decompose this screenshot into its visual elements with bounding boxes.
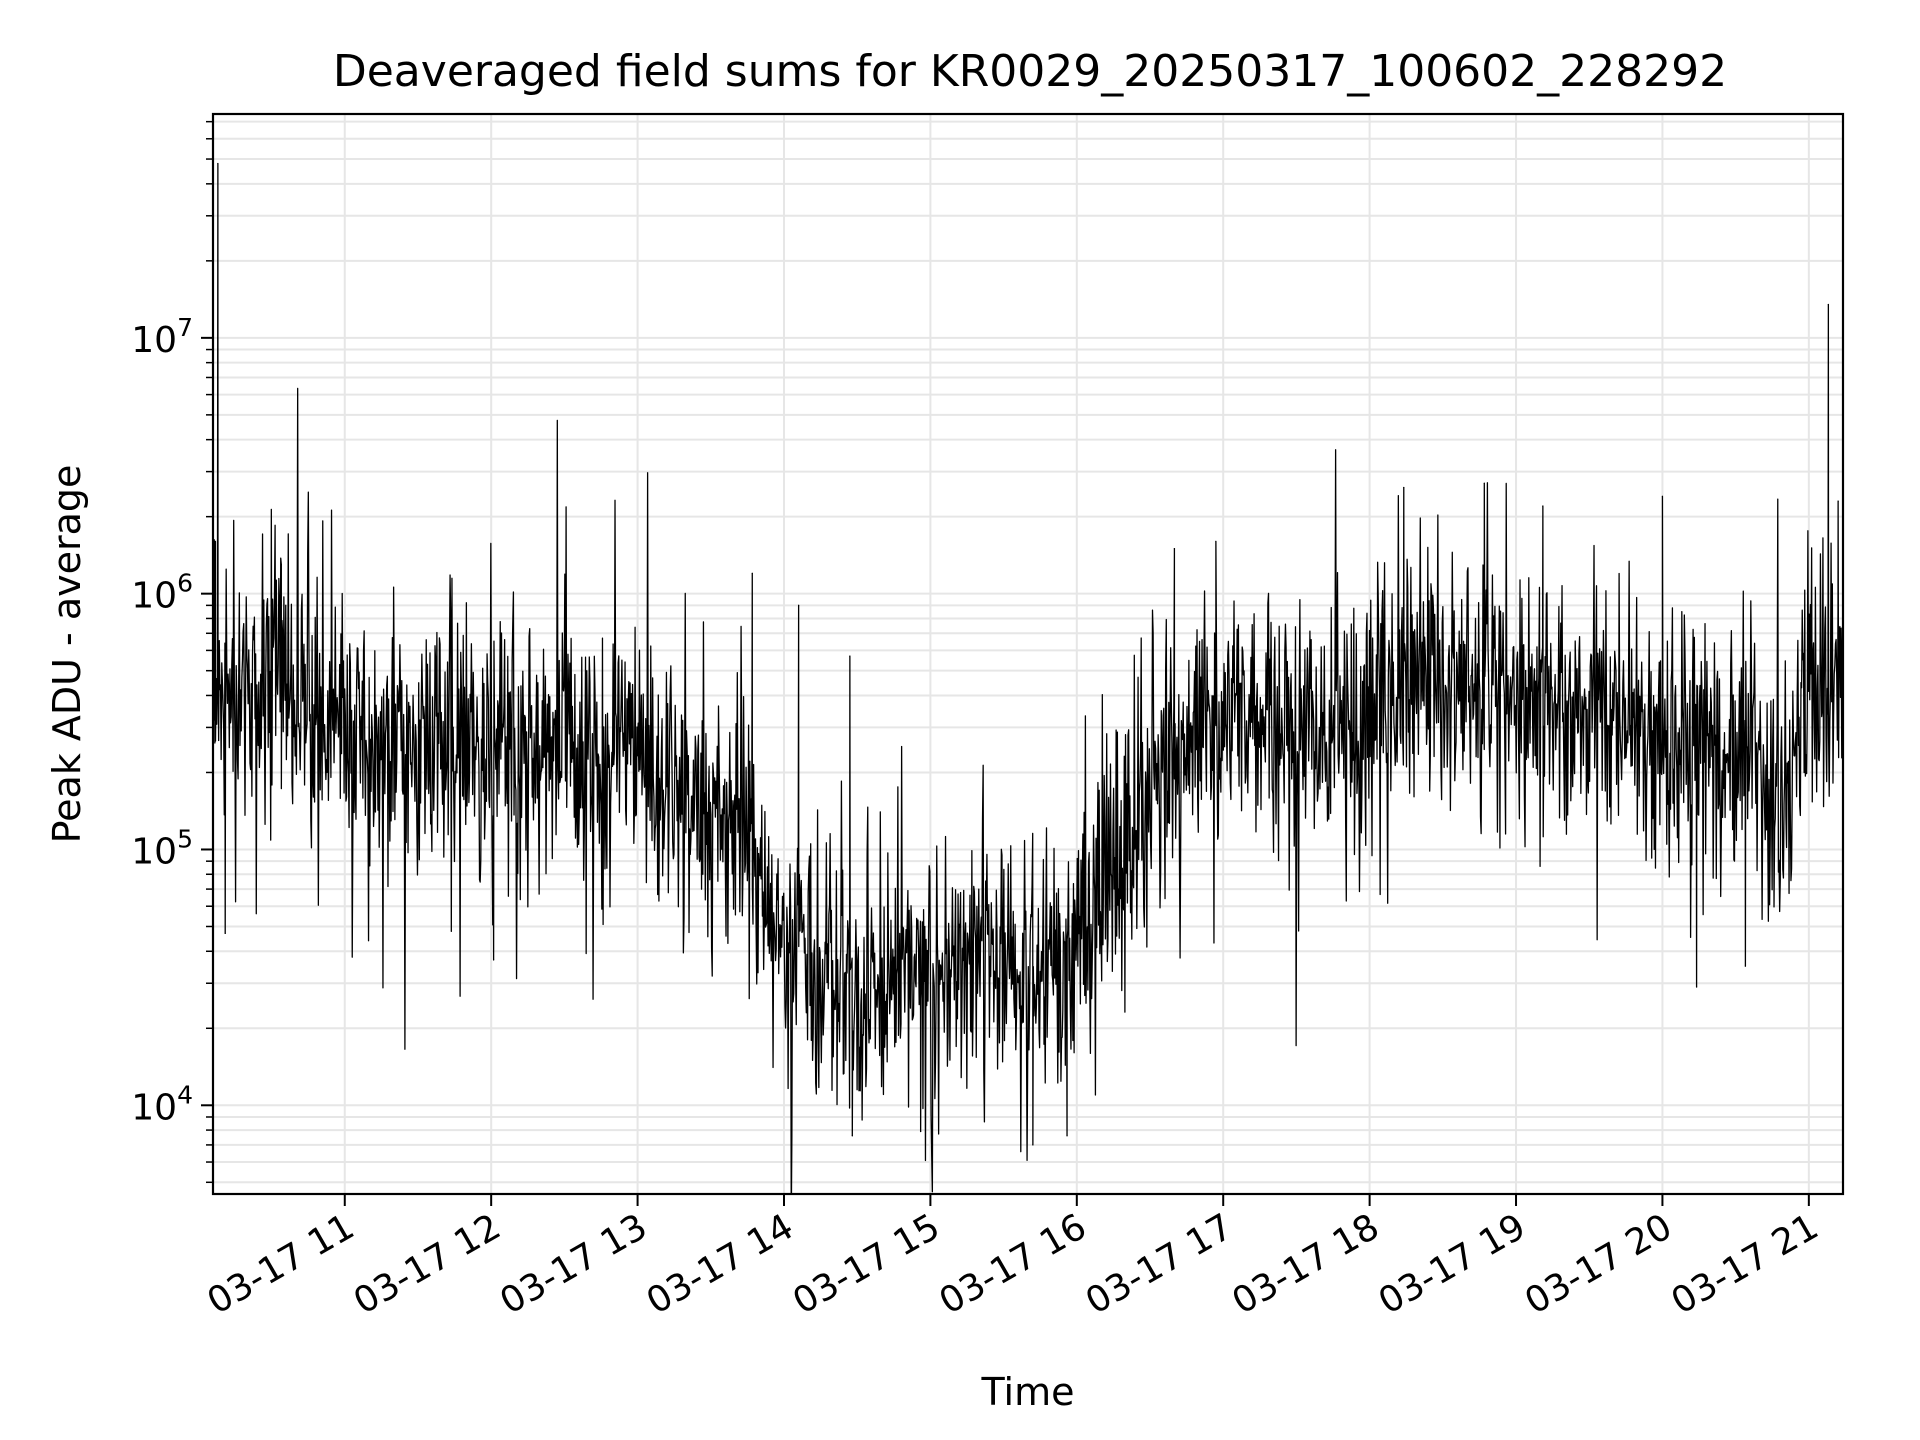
x-tick-label: 03-17 21 bbox=[1665, 1206, 1826, 1322]
x-tick-label: 03-17 15 bbox=[786, 1206, 947, 1322]
series-line bbox=[213, 162, 1843, 1194]
spike-point bbox=[849, 655, 851, 657]
x-tick-label: 03-17 17 bbox=[1079, 1206, 1240, 1322]
y-tick-exponent: 4 bbox=[177, 1080, 193, 1109]
spike-point bbox=[1837, 500, 1839, 502]
series-group bbox=[213, 162, 1843, 1194]
x-tick-label: 03-17 14 bbox=[640, 1206, 801, 1322]
spike-point bbox=[214, 540, 217, 543]
spike-point bbox=[1827, 303, 1829, 306]
spike-point bbox=[1542, 505, 1544, 507]
y-tick-base: 10 bbox=[131, 1087, 177, 1128]
x-tick-label: 03-17 19 bbox=[1372, 1206, 1533, 1322]
x-tick-label: 03-17 20 bbox=[1518, 1206, 1679, 1322]
y-axis-label: Peak ADU - average bbox=[45, 465, 89, 844]
x-tick-label: 03-17 11 bbox=[201, 1206, 362, 1322]
y-tick-exponent: 5 bbox=[177, 824, 193, 853]
spike-point bbox=[217, 162, 219, 165]
x-tick-label: 03-17 13 bbox=[493, 1206, 654, 1322]
y-tick-label: 106 bbox=[131, 569, 193, 617]
y-tick-label: 105 bbox=[131, 824, 193, 872]
axes-frame bbox=[211, 112, 1845, 1196]
spike-point bbox=[1403, 486, 1405, 489]
spike-point bbox=[280, 563, 282, 566]
spike-point bbox=[920, 1130, 922, 1133]
y-tick-base: 10 bbox=[131, 576, 177, 617]
y-tick-exponent: 6 bbox=[177, 569, 193, 598]
y-tick-label: 104 bbox=[131, 1080, 193, 1128]
spike-point bbox=[1483, 482, 1485, 484]
spike-point bbox=[1661, 495, 1664, 497]
y-tick-exponent: 7 bbox=[177, 313, 193, 342]
spike-point bbox=[1173, 548, 1176, 550]
y-tick-label: 107 bbox=[131, 313, 193, 361]
x-axis-label: Time bbox=[981, 1370, 1075, 1414]
spike-point bbox=[798, 604, 800, 606]
spike-point bbox=[751, 572, 753, 575]
x-tick-label: 03-17 12 bbox=[347, 1206, 508, 1322]
chart-title: Deaveraged field sums for KR0029_2025031… bbox=[333, 46, 1727, 97]
spike-point bbox=[493, 959, 495, 961]
grid bbox=[213, 114, 1843, 1194]
spike-point bbox=[1032, 1144, 1034, 1146]
y-tick-base: 10 bbox=[131, 831, 177, 872]
spike-point bbox=[1695, 986, 1698, 988]
spike-point bbox=[1744, 965, 1746, 967]
spike-point bbox=[1215, 540, 1217, 543]
spike-point bbox=[1066, 1135, 1068, 1137]
spike-point bbox=[224, 932, 226, 934]
x-tick-label: 03-17 16 bbox=[933, 1206, 1094, 1322]
plot-area bbox=[213, 162, 1843, 1194]
y-tick-base: 10 bbox=[131, 320, 177, 361]
x-tick-label: 03-17 18 bbox=[1225, 1206, 1386, 1322]
spike-point bbox=[851, 1135, 853, 1137]
